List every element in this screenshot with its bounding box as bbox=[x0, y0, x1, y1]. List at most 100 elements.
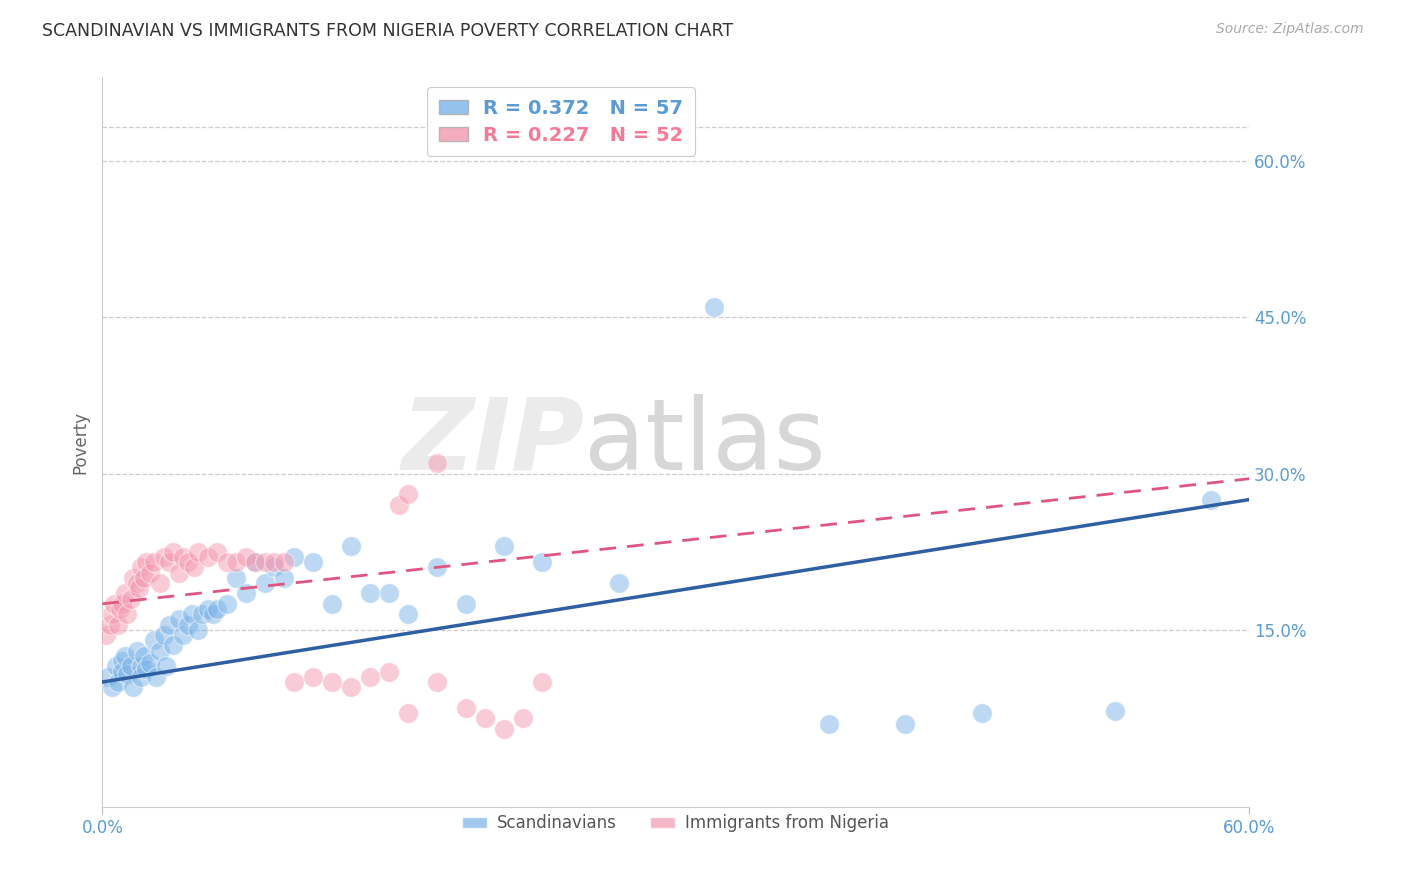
Point bbox=[114, 648, 136, 663]
Point bbox=[122, 680, 145, 694]
Point bbox=[492, 540, 515, 554]
Point bbox=[273, 571, 295, 585]
Point bbox=[340, 680, 363, 694]
Point bbox=[235, 586, 257, 600]
Point bbox=[426, 456, 449, 470]
Point bbox=[110, 597, 132, 611]
Point bbox=[321, 675, 343, 690]
Point bbox=[110, 665, 132, 679]
Point bbox=[197, 602, 219, 616]
Point bbox=[894, 716, 917, 731]
Point bbox=[157, 617, 180, 632]
Point bbox=[263, 555, 285, 569]
Point bbox=[301, 670, 323, 684]
Point bbox=[321, 597, 343, 611]
Point bbox=[181, 607, 204, 622]
Point bbox=[149, 643, 172, 657]
Point bbox=[162, 639, 184, 653]
Point bbox=[191, 607, 214, 622]
Point bbox=[107, 617, 129, 632]
Point bbox=[135, 555, 157, 569]
Point bbox=[145, 670, 167, 684]
Point bbox=[426, 675, 449, 690]
Text: atlas: atlas bbox=[583, 393, 825, 491]
Point bbox=[273, 555, 295, 569]
Point bbox=[143, 633, 166, 648]
Point bbox=[107, 675, 129, 690]
Point bbox=[122, 571, 145, 585]
Point bbox=[607, 576, 630, 591]
Point bbox=[143, 555, 166, 569]
Point bbox=[125, 643, 148, 657]
Point bbox=[512, 711, 534, 725]
Point bbox=[531, 555, 554, 569]
Point bbox=[378, 586, 401, 600]
Point bbox=[129, 560, 152, 574]
Point bbox=[101, 680, 124, 694]
Point bbox=[120, 659, 142, 673]
Point bbox=[162, 544, 184, 558]
Point bbox=[245, 555, 267, 569]
Point bbox=[98, 617, 121, 632]
Point bbox=[125, 576, 148, 591]
Point bbox=[134, 571, 156, 585]
Point bbox=[283, 549, 305, 564]
Point bbox=[492, 722, 515, 736]
Point bbox=[177, 555, 200, 569]
Point bbox=[129, 670, 152, 684]
Point bbox=[225, 555, 247, 569]
Point bbox=[225, 571, 247, 585]
Point bbox=[152, 628, 174, 642]
Point bbox=[97, 670, 120, 684]
Point bbox=[108, 602, 131, 616]
Point bbox=[114, 586, 136, 600]
Point bbox=[396, 706, 419, 721]
Point bbox=[215, 555, 238, 569]
Point bbox=[120, 591, 142, 606]
Point bbox=[157, 555, 180, 569]
Point bbox=[110, 654, 132, 668]
Point bbox=[205, 602, 228, 616]
Point bbox=[135, 663, 157, 677]
Point bbox=[134, 648, 156, 663]
Point bbox=[155, 659, 177, 673]
Point bbox=[396, 607, 419, 622]
Text: SCANDINAVIAN VS IMMIGRANTS FROM NIGERIA POVERTY CORRELATION CHART: SCANDINAVIAN VS IMMIGRANTS FROM NIGERIA … bbox=[42, 22, 734, 40]
Point bbox=[139, 657, 162, 671]
Point bbox=[149, 576, 172, 591]
Point bbox=[426, 560, 449, 574]
Point bbox=[96, 628, 118, 642]
Point bbox=[970, 706, 993, 721]
Point bbox=[253, 576, 276, 591]
Point bbox=[1104, 704, 1126, 718]
Point bbox=[454, 597, 477, 611]
Point bbox=[103, 597, 125, 611]
Text: Source: ZipAtlas.com: Source: ZipAtlas.com bbox=[1216, 22, 1364, 37]
Point bbox=[378, 665, 401, 679]
Point bbox=[359, 670, 381, 684]
Point bbox=[139, 566, 162, 580]
Point bbox=[703, 300, 725, 314]
Point bbox=[202, 607, 225, 622]
Point bbox=[152, 549, 174, 564]
Point bbox=[263, 560, 285, 574]
Point bbox=[283, 675, 305, 690]
Point bbox=[359, 586, 381, 600]
Point bbox=[253, 555, 276, 569]
Point bbox=[167, 566, 190, 580]
Point bbox=[101, 607, 124, 622]
Point bbox=[187, 544, 209, 558]
Text: ZIP: ZIP bbox=[401, 393, 583, 491]
Point bbox=[1199, 492, 1222, 507]
Point bbox=[177, 617, 200, 632]
Point bbox=[117, 607, 139, 622]
Point bbox=[187, 623, 209, 637]
Legend: Scandinavians, Immigrants from Nigeria: Scandinavians, Immigrants from Nigeria bbox=[456, 807, 896, 838]
Point bbox=[215, 597, 238, 611]
Y-axis label: Poverty: Poverty bbox=[72, 410, 89, 474]
Point bbox=[167, 612, 190, 626]
Point bbox=[172, 549, 194, 564]
Point bbox=[388, 498, 411, 512]
Point bbox=[205, 544, 228, 558]
Point bbox=[531, 675, 554, 690]
